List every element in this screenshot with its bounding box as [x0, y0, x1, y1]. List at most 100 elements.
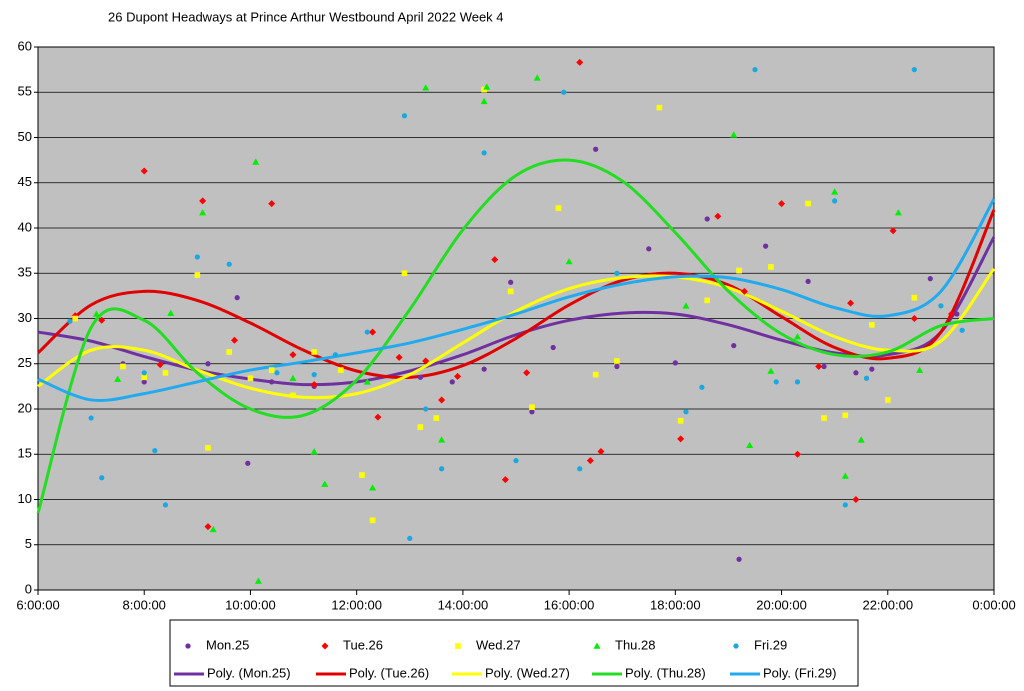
legend-label: Mon.25	[206, 637, 249, 652]
legend-label: Poly. (Fri.29)	[763, 665, 836, 680]
data-point	[156, 361, 164, 369]
data-point	[268, 367, 275, 373]
y-tick-label: 30	[18, 310, 32, 325]
data-point	[805, 200, 811, 207]
data-point	[614, 363, 620, 370]
data-point	[778, 200, 786, 208]
data-point	[423, 406, 429, 412]
data-point	[483, 83, 491, 90]
legend-label: Poly. (Thu.28)	[625, 665, 706, 680]
legend-marker	[185, 643, 191, 649]
data-point	[310, 381, 318, 389]
data-point	[529, 409, 535, 415]
data-point	[374, 413, 382, 421]
data-point	[832, 198, 838, 204]
data-point	[593, 146, 599, 152]
data-point	[422, 84, 430, 91]
data-point	[337, 367, 344, 373]
data-point	[438, 396, 446, 404]
data-point	[209, 525, 217, 533]
data-point	[141, 379, 147, 385]
data-point	[529, 404, 535, 410]
data-point	[821, 415, 827, 421]
data-point	[699, 384, 705, 390]
data-point	[586, 457, 594, 465]
data-point	[332, 352, 339, 358]
data-point	[752, 67, 758, 73]
legend-label: Poly. (Mon.25)	[207, 665, 291, 680]
data-point	[677, 435, 685, 443]
data-point	[533, 74, 541, 81]
data-point	[841, 472, 849, 479]
data-point	[683, 409, 689, 415]
data-point	[857, 436, 865, 443]
data-point	[417, 374, 424, 380]
data-point	[152, 448, 158, 454]
data-point	[889, 227, 897, 235]
data-point	[289, 374, 297, 382]
data-point	[910, 315, 918, 322]
y-tick-label: 25	[18, 355, 32, 370]
x-tick-label: 22:00:00	[862, 597, 913, 612]
data-point	[869, 366, 875, 372]
x-tick-label: 16:00:00	[544, 597, 595, 612]
x-tick-label: 8:00:00	[123, 597, 166, 612]
data-point	[120, 363, 126, 370]
data-point	[114, 375, 122, 382]
data-point	[454, 372, 462, 380]
data-point	[99, 475, 105, 481]
data-point	[359, 472, 365, 478]
data-point	[672, 360, 678, 366]
data-point	[916, 366, 924, 373]
data-point	[481, 150, 487, 156]
x-tick-label: 18:00:00	[650, 597, 701, 612]
data-point	[513, 457, 519, 464]
data-point	[290, 392, 296, 399]
legend-label: Poly. (Tue.26)	[349, 665, 429, 680]
data-point	[646, 246, 652, 252]
data-point	[162, 370, 169, 376]
data-point	[805, 278, 811, 285]
trend-line	[37, 198, 996, 402]
data-point	[730, 131, 738, 138]
legend-label: Poly. (Wed.27)	[485, 665, 570, 680]
data-point	[821, 363, 827, 370]
legend-marker	[321, 642, 329, 650]
data-point	[311, 349, 317, 355]
x-tick-label: 0:00:00	[972, 597, 1015, 612]
data-point	[162, 502, 169, 508]
y-tick-label: 5	[25, 536, 32, 551]
data-point	[254, 577, 262, 584]
data-point	[597, 448, 605, 456]
legend-label: Tue.26	[343, 637, 383, 652]
data-point	[714, 212, 722, 220]
data-point	[480, 97, 488, 105]
data-point	[736, 267, 742, 274]
data-point	[205, 445, 211, 451]
data-point	[321, 480, 329, 487]
data-point	[205, 361, 211, 367]
data-point	[773, 379, 779, 385]
data-point	[72, 315, 78, 322]
data-point	[226, 349, 232, 355]
legend-label: Thu.28	[615, 637, 655, 652]
data-point	[794, 379, 801, 385]
data-point	[793, 450, 801, 458]
data-point	[507, 288, 514, 295]
data-point	[614, 358, 620, 364]
data-point	[141, 370, 147, 376]
y-tick-label: 50	[18, 129, 32, 144]
data-point	[863, 375, 870, 381]
data-point	[768, 264, 774, 270]
data-point	[555, 205, 562, 211]
data-point	[815, 362, 823, 370]
data-point	[231, 336, 239, 344]
y-tick-label: 0	[25, 581, 32, 596]
data-point	[491, 256, 499, 264]
x-tick-label: 14:00:00	[438, 597, 489, 612]
data-point	[401, 270, 408, 277]
data-point	[842, 412, 849, 419]
data-point	[407, 535, 413, 542]
data-point	[682, 302, 690, 309]
